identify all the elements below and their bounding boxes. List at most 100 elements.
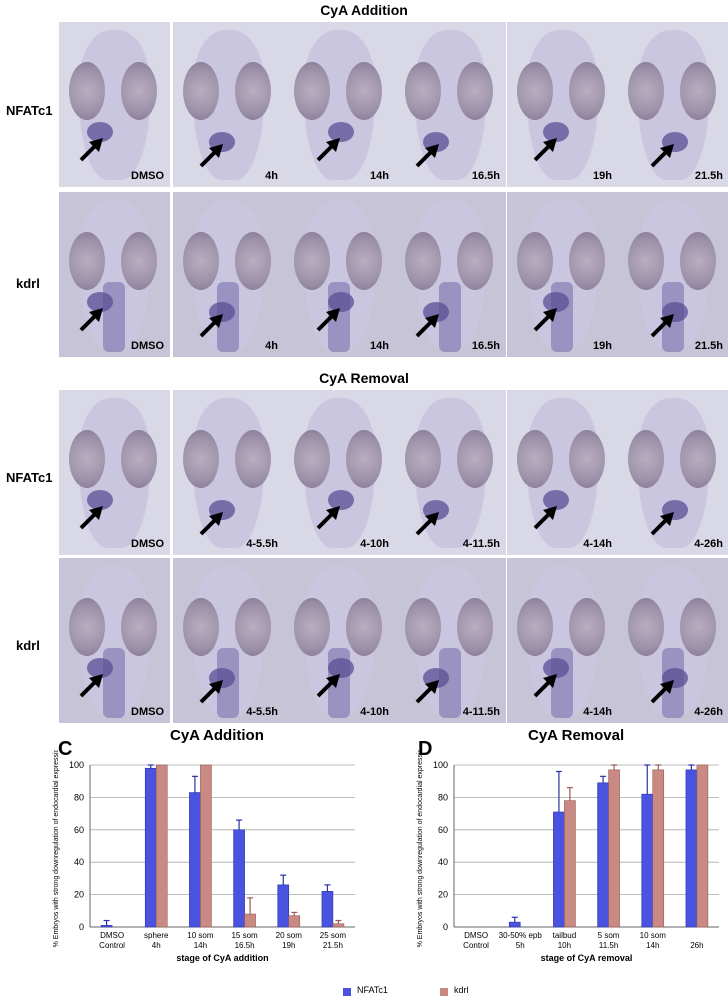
arrow-icon xyxy=(77,304,107,334)
arrow-icon xyxy=(413,508,443,538)
embryo-image: DMSO xyxy=(59,22,170,187)
x-tick-label: 25 som xyxy=(320,931,347,940)
x-tick-label: 26h xyxy=(690,941,703,950)
embryo-image: 16.5h xyxy=(395,22,506,187)
timepoint-label: 21.5h xyxy=(694,170,723,182)
timepoint-label: 16.5h xyxy=(471,170,500,182)
panel-a-row2-label: kdrl xyxy=(16,276,40,291)
chart-c: 0 20 40 60 80 100 % Embryos with strong downre… xyxy=(53,750,355,963)
timepoint-label: 19h xyxy=(593,340,612,352)
x-tick-label: DMSO xyxy=(100,931,124,940)
timepoint-label: 4h xyxy=(265,340,278,352)
x-tick-label: tailbud xyxy=(553,931,577,940)
bar-nfatc1 xyxy=(100,919,113,928)
bar-nfatc1 xyxy=(277,874,290,928)
x-axis-label: stage of CyA removal xyxy=(541,953,633,963)
timepoint-label: 21.5h xyxy=(694,340,723,352)
embryo-image: 4-14h xyxy=(507,390,618,555)
x-tick-label: 5 som xyxy=(598,931,620,940)
arrow-icon xyxy=(531,502,561,532)
arrow-icon xyxy=(314,134,344,164)
y-axis-label: % Embryos with strong downregulation of … xyxy=(53,750,60,947)
y-tick-label: 80 xyxy=(74,792,84,802)
panel-b-row2-label: kdrl xyxy=(16,638,40,653)
panel-a-title: CyA Addition xyxy=(320,2,408,18)
embryo-image: DMSO xyxy=(59,390,170,555)
x-tick-label: 10h xyxy=(558,941,571,950)
x-tick-label: 20 som xyxy=(276,931,303,940)
panel-b-row1-label: NFATc1 xyxy=(6,470,53,485)
bar-nfatc1 xyxy=(685,764,698,928)
timepoint-label: 4-10h xyxy=(360,538,389,550)
arrow-icon xyxy=(314,502,344,532)
embryo-image: 4h xyxy=(173,192,284,357)
arrow-icon xyxy=(413,140,443,170)
bar-kdrl xyxy=(288,911,301,928)
embryo-image: 21.5h xyxy=(618,22,728,187)
timepoint-label: 4-5.5h xyxy=(246,538,278,550)
embryo-image: 4-10h xyxy=(284,390,395,555)
bar-kdrl xyxy=(200,764,212,928)
y-tick-label: 40 xyxy=(74,857,84,867)
panel-d-title: CyA Removal xyxy=(528,727,625,744)
embryo-image: 16.5h xyxy=(395,192,506,357)
embryo-image: 4-14h xyxy=(507,558,618,723)
timepoint-label: DMSO xyxy=(131,706,164,718)
bar-kdrl xyxy=(155,764,168,928)
timepoint-label: 4-10h xyxy=(360,706,389,718)
timepoint-label: 19h xyxy=(593,170,612,182)
arrow-icon xyxy=(648,140,678,170)
y-tick-label: 80 xyxy=(438,792,448,802)
bar-kdrl xyxy=(244,897,256,928)
embryo-image: 4-5.5h xyxy=(173,558,284,723)
y-tick-label: 20 xyxy=(74,890,84,900)
x-tick-label: 16.5h xyxy=(235,941,255,950)
x-tick-label: 15 som xyxy=(231,931,258,940)
x-tick-label: 10 som xyxy=(187,931,214,940)
timepoint-label: DMSO xyxy=(131,340,164,352)
embryo-image: 4-11.5h xyxy=(395,558,506,723)
embryo-image: 14h xyxy=(284,192,395,357)
arrow-icon xyxy=(314,304,344,334)
timepoint-label: DMSO xyxy=(131,170,164,182)
timepoint-label: 4h xyxy=(265,170,278,182)
x-tick-label: 21.5h xyxy=(323,941,343,950)
panel-d-letter: D xyxy=(418,738,433,760)
chart-d: 0 20 40 60 80 100 % Embryos with strong downre… xyxy=(417,750,719,963)
bar-nfatc1 xyxy=(144,764,157,928)
timepoint-label: 4-5.5h xyxy=(246,706,278,718)
x-axis-label: stage of CyA addition xyxy=(176,953,268,963)
x-tick-label: sphere xyxy=(144,931,169,940)
bar-kdrl xyxy=(608,764,620,928)
embryo-image: 19h xyxy=(507,192,618,357)
y-tick-label: 20 xyxy=(438,890,448,900)
x-tick-label: 14h xyxy=(646,941,659,950)
x-tick-label: 4h xyxy=(152,941,161,950)
arrow-icon xyxy=(531,304,561,334)
x-tick-label: DMSO xyxy=(464,931,488,940)
arrow-icon xyxy=(531,670,561,700)
panel-c-letter: C xyxy=(58,738,73,760)
y-tick-label: 60 xyxy=(438,825,448,835)
timepoint-label: 4-11.5h xyxy=(462,538,500,550)
embryo-image: 4-11.5h xyxy=(395,390,506,555)
bar-nfatc1 xyxy=(189,775,201,928)
bar-nfatc1 xyxy=(641,764,654,928)
bar-kdrl xyxy=(564,787,576,928)
arrow-icon xyxy=(648,508,678,538)
embryo-image: 19h xyxy=(507,22,618,187)
bar-nfatc1 xyxy=(233,819,245,928)
timepoint-label: 14h xyxy=(370,170,389,182)
y-tick-label: 40 xyxy=(438,857,448,867)
bar-kdrl xyxy=(696,764,709,928)
timepoint-label: 14h xyxy=(370,340,389,352)
legend-kdrl-swatch xyxy=(440,988,448,996)
timepoint-label: 4-11.5h xyxy=(462,706,500,718)
x-tick-label: 30-50% epb xyxy=(499,931,543,940)
arrow-icon xyxy=(77,670,107,700)
x-tick-label: 11.5h xyxy=(599,941,618,950)
bar-kdrl xyxy=(652,764,665,928)
bar-nfatc1 xyxy=(597,775,609,928)
y-tick-label: 60 xyxy=(74,825,84,835)
x-tick-label: 19h xyxy=(282,941,295,950)
